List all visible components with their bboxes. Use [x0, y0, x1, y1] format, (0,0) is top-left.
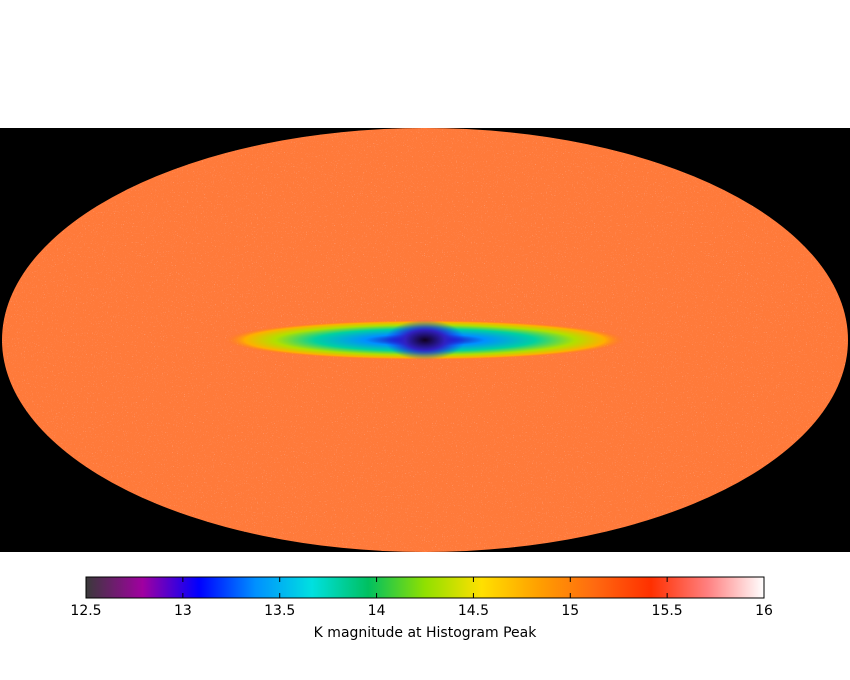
- sky-map: [2, 128, 848, 552]
- x-tick-label: 13: [174, 603, 192, 619]
- x-tick-label: 16: [755, 603, 773, 619]
- x-tick-label: 13.5: [264, 603, 295, 619]
- x-tick-label: 14.5: [458, 603, 489, 619]
- x-tick-label: 15: [561, 603, 579, 619]
- galactic-bulge: [385, 320, 465, 360]
- colorbar-label: K magnitude at Histogram Peak: [314, 625, 538, 641]
- x-tick-label: 12.5: [70, 603, 101, 619]
- x-tick-label: 15.5: [652, 603, 683, 619]
- colorbar: [85, 576, 765, 599]
- x-tick-label: 14: [368, 603, 386, 619]
